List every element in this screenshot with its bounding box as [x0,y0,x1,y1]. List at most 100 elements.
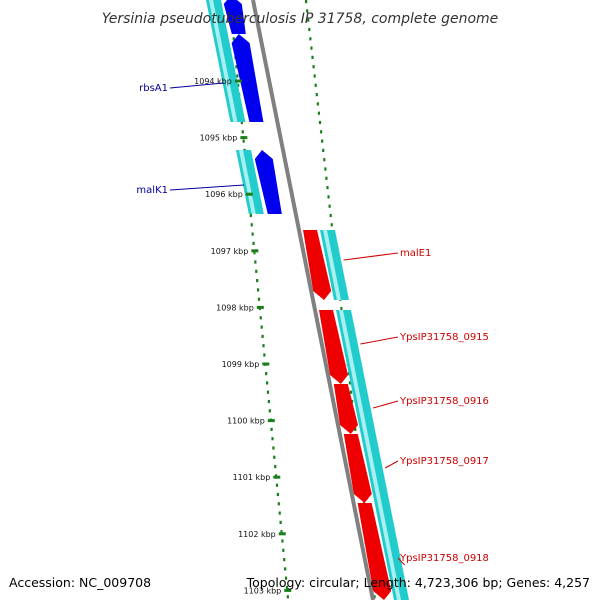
tick-dot [260,325,263,329]
tick-dot [313,74,316,78]
cds-band-highlight [209,0,220,34]
forward-gene-arrow [231,34,264,122]
tick-dot [306,9,309,13]
tick-dot [279,520,282,524]
cds-band-highlight [323,230,341,300]
tick-dot [242,139,245,143]
tick-dot [256,279,259,283]
gene-label: YpsIP31758_0916 [399,396,489,407]
kbp-tick-mark [284,588,292,592]
kbp-tick-label: 1101 kbp [233,473,271,482]
tick-dot [266,390,270,394]
kbp-tick-mark [278,532,286,536]
gene-label: malE1 [400,248,431,259]
kbp-tick-mark [234,79,242,83]
tick-dot [314,83,317,87]
tick-dot [349,390,353,394]
gene-label-leader [169,82,224,89]
tick-dot [373,595,376,599]
tick-dot [263,353,266,357]
tick-dot [270,427,273,431]
tick-dot [317,111,321,115]
kbp-tick-mark [251,249,259,253]
tick-dot [308,27,311,32]
tick-dot [325,176,328,180]
backbone-line [251,0,375,600]
tick-dot [276,492,280,497]
tick-dot [275,483,279,487]
tick-dot [256,288,260,292]
gene-label: YpsIP31758_0915 [399,332,489,343]
tick-dot [322,148,325,152]
tick-dot [251,232,254,236]
cds-band-highlight [377,503,401,600]
reverse-gene-arrow [333,384,358,434]
forward-gene-arrow [223,0,246,34]
cds-bands [206,0,409,600]
gene-label-leader [169,184,245,191]
gene-label: YpsIP31758_0918 [399,553,489,564]
kbp-tick-label: 1095 kbp [200,134,238,143]
gene-label: YpsIP31758_0917 [399,456,489,467]
gene-label-leader [343,252,399,261]
tick-dot [241,130,244,134]
kbp-tick-label: 1103 kbp [244,586,282,595]
tick-dot [278,511,281,515]
tick-dot [283,558,286,562]
tick-dot [340,306,343,311]
accession-label: Accession: NC_009708 [9,575,151,590]
map-title: Yersinia pseudotuberculosis IP 31758, co… [102,11,499,27]
tick-dot [232,37,235,41]
gene-label: malK1 [136,185,168,196]
cds-band-highlight [363,434,382,503]
tick-dot [282,548,285,552]
tick-dot [237,83,240,87]
cds-band-highlight [239,150,256,214]
genome-summary: Topology: circular; Length: 4,723,306 bp… [246,575,590,590]
tick-dot [274,465,277,469]
gene-labels: rbsA1 malK1 malE1 YpsIP31758_0915 YpsIP31758… [136,82,489,566]
tick-dot [329,213,332,218]
cds-band-highlight [339,310,358,384]
tick-dot [259,316,262,320]
tick-dot [267,399,270,404]
reverse-gene-arrow [319,310,348,384]
tick-dot [286,595,289,599]
tick-dot [324,167,327,171]
tick-dot [348,381,352,385]
cds-band-highlight [353,384,368,434]
tick-dot [268,409,271,413]
tick-dot [328,204,331,208]
tick-dot [285,585,289,590]
gene-label: rbsA1 [139,83,168,94]
tick-dot [305,0,308,4]
kbp-tick-mark [256,305,264,309]
kbp-tick-mark [245,192,253,196]
tick-dot [261,334,264,338]
kbp-tick-label: 1100 kbp [227,417,265,426]
tick-dot [253,251,256,255]
reverse-gene-arrow [357,503,392,600]
tick-dot [326,186,329,190]
gene-label-leader [384,460,399,469]
tick-dot [265,372,268,376]
reverse-gene-arrow [303,230,332,300]
reverse-gene-arrow [343,434,372,503]
gene-label-leader [373,400,399,409]
tick-dot [327,195,330,199]
tick-dot [273,455,276,459]
tick-dot [315,93,318,97]
kbp-tick-label: 1102 kbp [238,530,276,539]
gene-label-leader [360,336,399,345]
tick-dot [284,576,288,580]
tick-dot [309,37,312,41]
tick-dot [284,567,287,571]
tick-dot [318,120,322,125]
kbp-tick-label: 1098 kbp [216,303,254,312]
kbp-tick-label: 1096 kbp [205,190,243,199]
backbone [251,0,375,600]
tick-dot [330,223,333,227]
tick-dot [311,55,314,59]
